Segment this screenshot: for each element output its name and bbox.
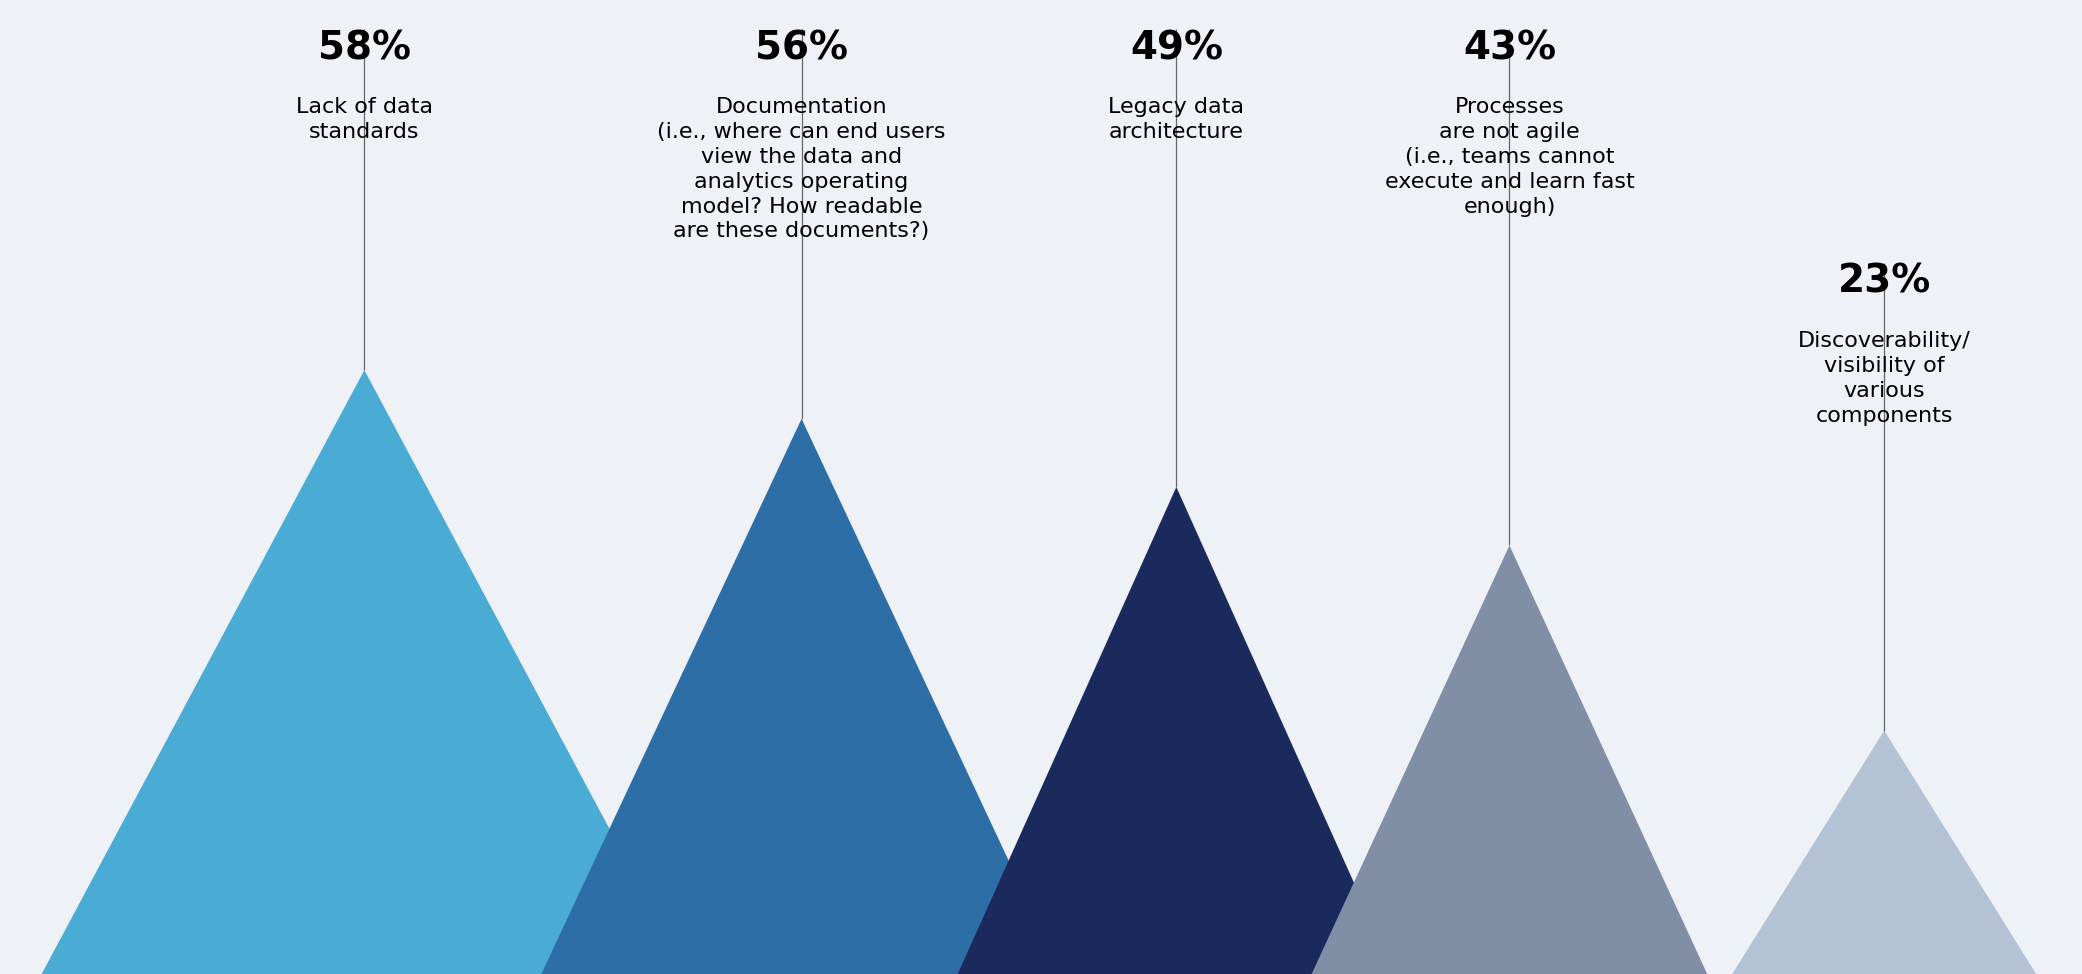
Text: Processes
are not agile
(i.e., teams cannot
execute and learn fast
enough): Processes are not agile (i.e., teams can… bbox=[1385, 97, 1634, 216]
Text: 49%: 49% bbox=[1131, 29, 1222, 67]
Text: 58%: 58% bbox=[319, 29, 410, 67]
Text: 23%: 23% bbox=[1838, 263, 1930, 301]
Polygon shape bbox=[541, 419, 1062, 974]
Polygon shape bbox=[42, 370, 687, 974]
Text: Lack of data
standards: Lack of data standards bbox=[296, 97, 433, 142]
Text: Discoverability/
visibility of
various
components: Discoverability/ visibility of various c… bbox=[1799, 331, 1970, 426]
Text: 56%: 56% bbox=[756, 29, 847, 67]
Polygon shape bbox=[1312, 545, 1707, 974]
Text: Legacy data
architecture: Legacy data architecture bbox=[1108, 97, 1245, 142]
Text: 43%: 43% bbox=[1464, 29, 1555, 67]
Text: Documentation
(i.e., where can end users
view the data and
analytics operating
m: Documentation (i.e., where can end users… bbox=[658, 97, 945, 242]
Polygon shape bbox=[958, 487, 1395, 974]
Polygon shape bbox=[1732, 730, 2036, 974]
